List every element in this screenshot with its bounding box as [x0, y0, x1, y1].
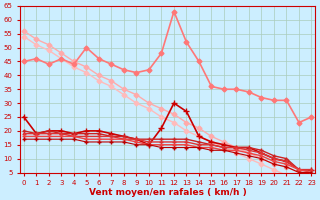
X-axis label: Vent moyen/en rafales ( km/h ): Vent moyen/en rafales ( km/h ) — [89, 188, 246, 197]
